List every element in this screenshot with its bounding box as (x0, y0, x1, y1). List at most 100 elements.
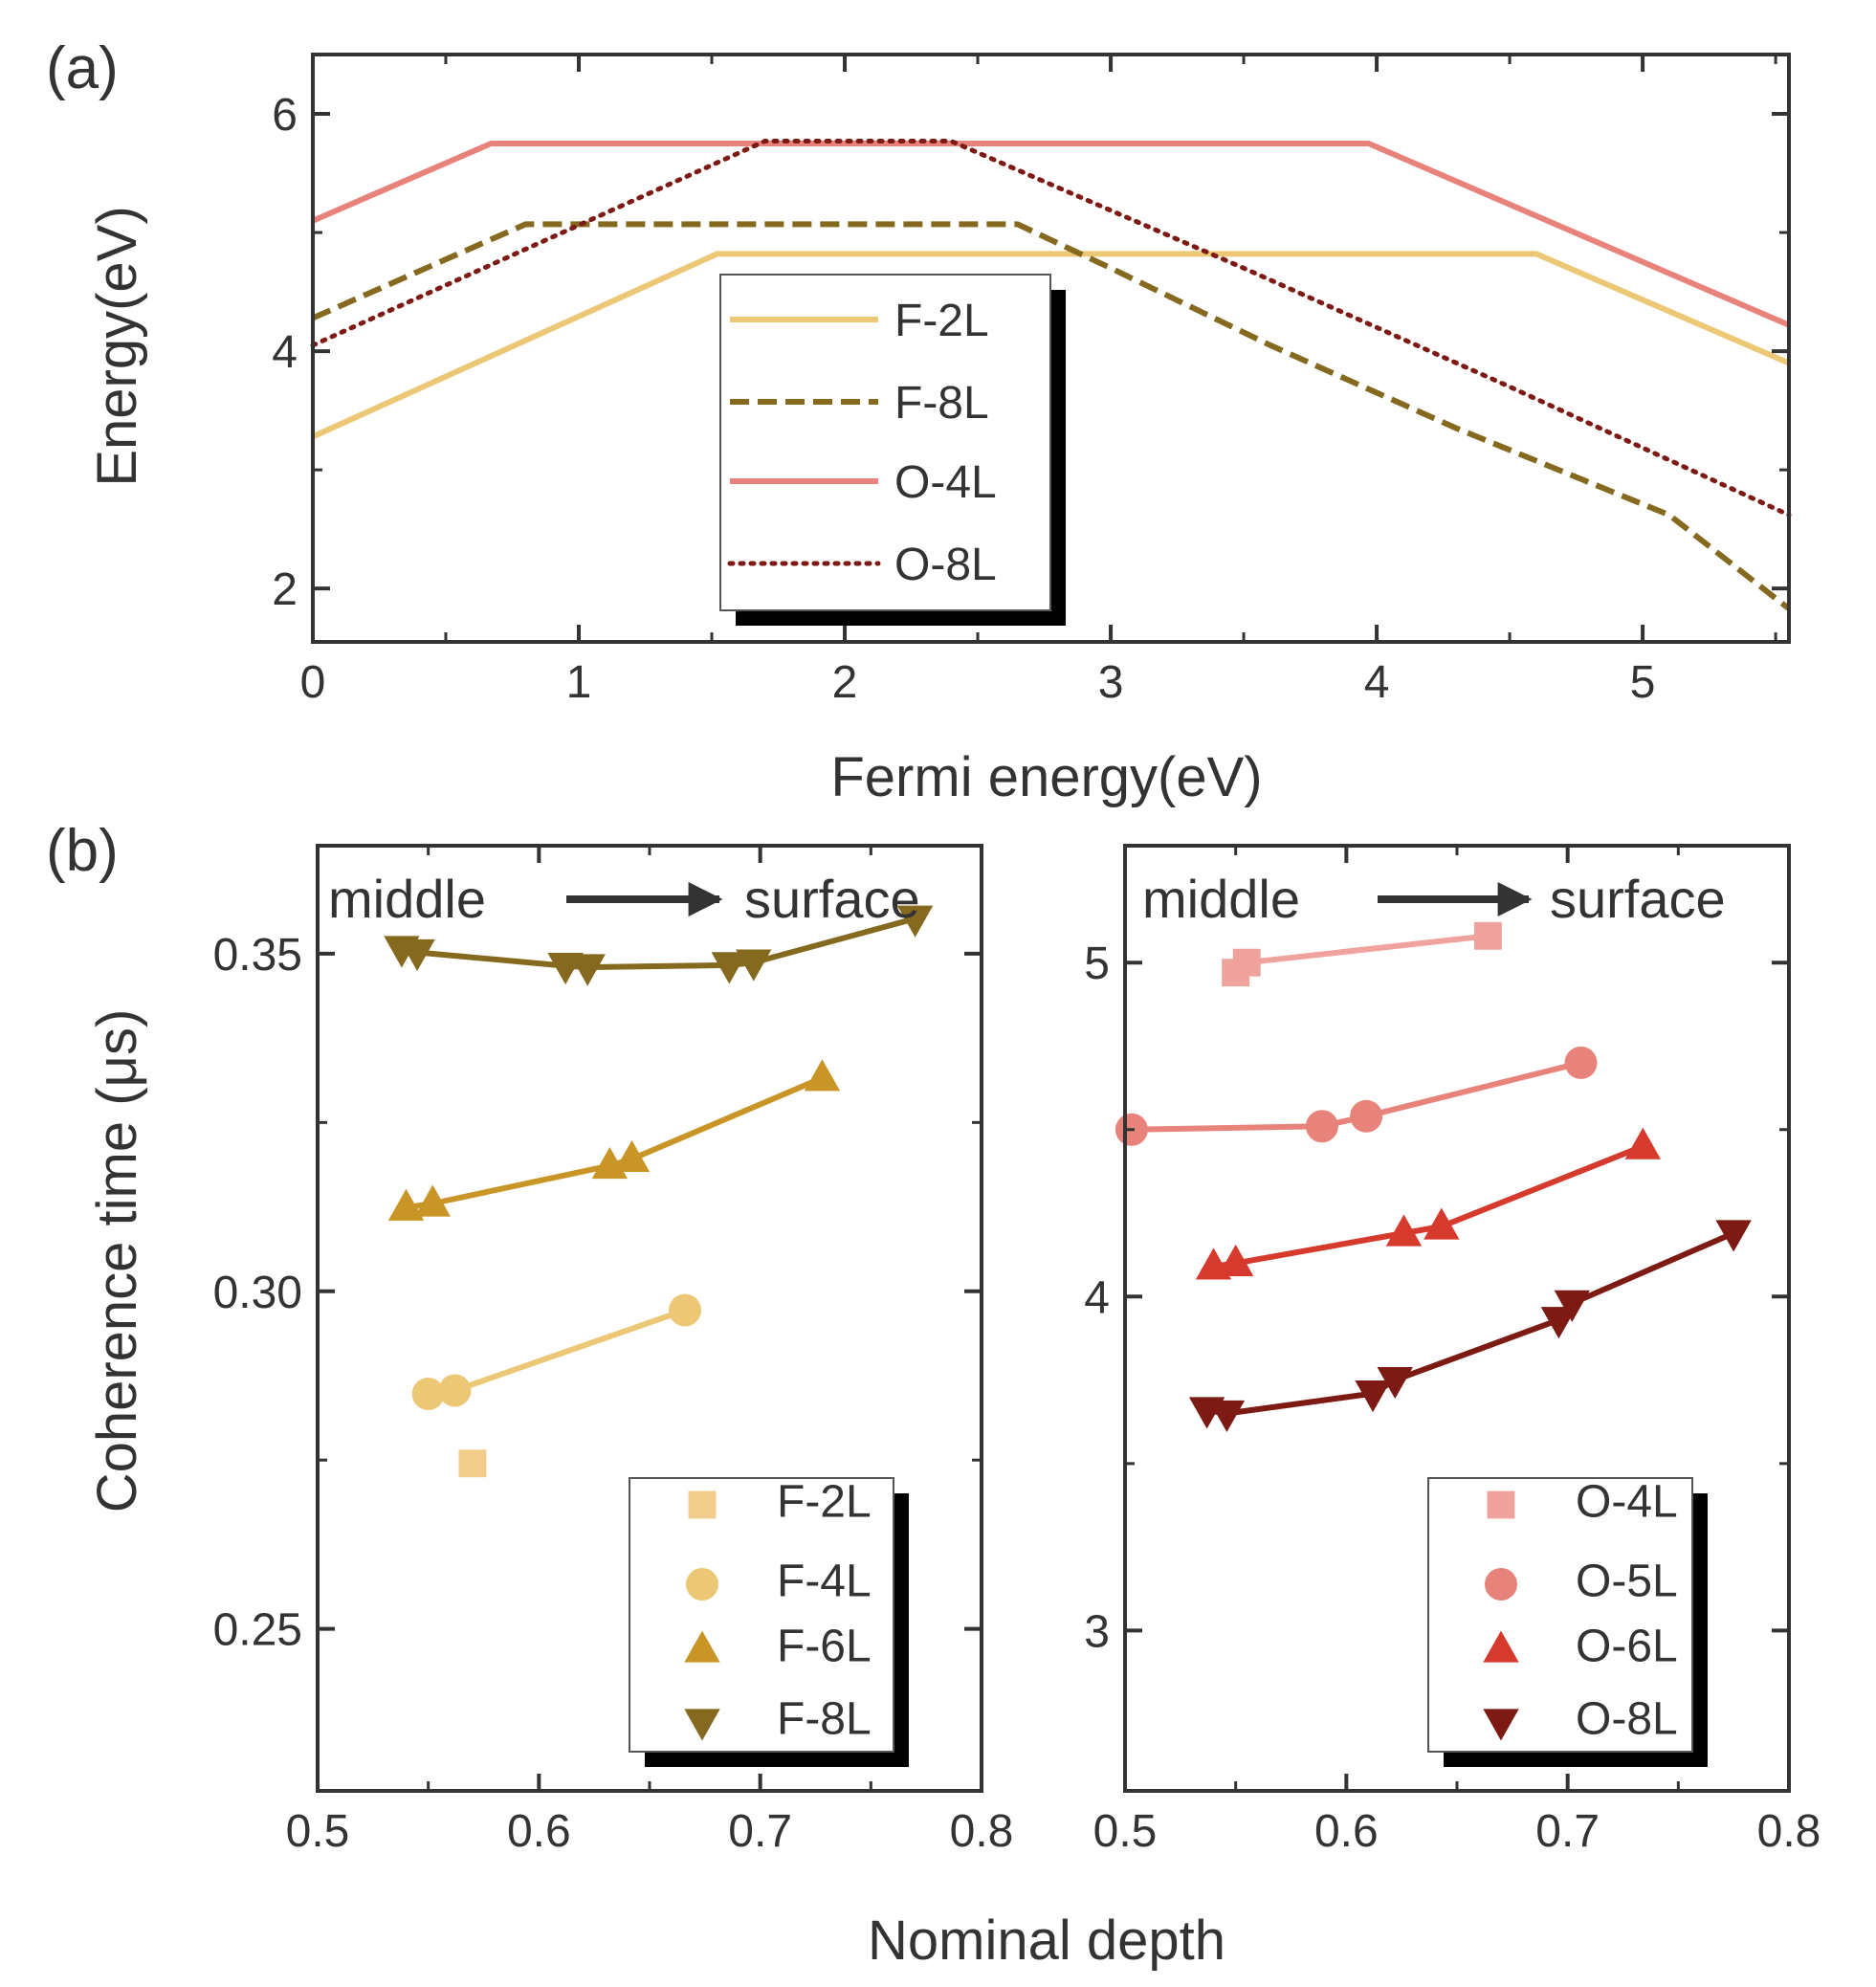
panel-b-left-series-f-4l-point (438, 1374, 472, 1407)
panel-b-left-series-f-8l-point (896, 905, 934, 938)
legend-b-f2l-label: F-2L (777, 1477, 872, 1528)
panel-b-right-x-tick-label: 0.6 (1314, 1806, 1379, 1857)
legend-b-f6l-label: F-6L (777, 1622, 872, 1672)
panel-a-series-f-2l-line (311, 251, 1791, 440)
panel-b-left-series-f-6l-point (804, 1059, 841, 1092)
panel-a-x-tick-label: 4 (1364, 657, 1390, 708)
legend-b-o4l-label: O-4L (1576, 1477, 1678, 1528)
annotation-surface-left: surface (744, 869, 920, 929)
legend-f-6l-marker (684, 1630, 720, 1663)
panel-b-right-series-o-8l-point (1355, 1380, 1391, 1413)
legend-b-f8l-label: F-8L (777, 1694, 872, 1745)
panel-b-left-y-tick-label: 0.30 (213, 1268, 302, 1318)
panel-b-right-series-o-4l-point (1473, 921, 1502, 950)
panel-b-right-series-o-6l-point (1217, 1244, 1254, 1276)
legend-b-o6l-label: O-6L (1576, 1622, 1678, 1672)
legend-o-4l-marker (1487, 1490, 1515, 1519)
panel-b-right-series-group (1115, 921, 1752, 1433)
panel-b-right-y-tick-label: 5 (1084, 938, 1110, 989)
panel-b-right-series-o-5l-point (1564, 1046, 1598, 1079)
legend-f-8l-marker (684, 1709, 720, 1741)
panel-b-left-series-f-6l-point (387, 1188, 425, 1221)
panel-b-right-series-o-4l-line (1233, 933, 1489, 975)
legend-b-o5l-label: O-5L (1576, 1556, 1678, 1607)
panel-b-right-legend-markers (1483, 1490, 1519, 1741)
panel-b-right-series-o-8l-line (1206, 1230, 1735, 1417)
panel-b-right-series-o-5l-point (1305, 1110, 1338, 1143)
panel-a-y-axis-title: Energy(eV) (86, 206, 148, 486)
panel-b-right-series-o-8l-point (1715, 1220, 1752, 1252)
legend-a-o8l-label: O-8L (894, 540, 997, 590)
panel-a-x-tick-label: 5 (1630, 657, 1656, 708)
legend-b-o8l-label: O-8L (1576, 1694, 1678, 1745)
panel-b-left-series-f-6l-point (613, 1139, 651, 1173)
panel-a-y-tick-label: 2 (272, 564, 298, 615)
panel-a-y-tick-label: 4 (272, 327, 298, 378)
panel-b-left-series-f-8l-point (399, 938, 435, 972)
legend-o-5l-marker (1485, 1568, 1517, 1601)
panel-a-x-tick-label: 1 (566, 657, 592, 708)
panel-b-left-series-f-6l-line (406, 1075, 824, 1211)
panel-b-right-y-tick-label: 4 (1084, 1272, 1110, 1323)
panel-a-plot-frame (311, 53, 1791, 644)
panel-b-left-series-f-6l-point (414, 1184, 451, 1217)
panel-b-right-x-tick-label: 0.8 (1757, 1806, 1821, 1857)
panel-b-right-series-o-8l-point (1208, 1400, 1246, 1433)
annotation-middle-right: middle (1142, 869, 1300, 929)
panel-b-right: 0.5 0.6 0.7 0.8 3 4 5 middle surface O-4L O-5L… (1084, 844, 1821, 1857)
legend-o-8l-marker (1483, 1709, 1519, 1741)
panel-b-right-series-o-5l-point (1350, 1099, 1383, 1133)
panel-b-right-series-o-6l-point (1424, 1207, 1460, 1240)
panel-b-label: (b) (46, 818, 119, 884)
panel-b-right-annotation: middle surface (1142, 869, 1726, 929)
panel-a-legend: F-2L F-8L O-4L O-8L (719, 274, 1066, 626)
panel-b-left-series-f-4l-point (669, 1293, 702, 1327)
panel-a-x-axis-title: Fermi energy(eV) (830, 746, 1262, 808)
panel-a-label: (a) (46, 35, 119, 101)
panel-b-right-legend: O-4L O-5L O-6L O-8L (1427, 1477, 1708, 1767)
annotation-surface-right: surface (1550, 869, 1726, 929)
panel-b-left: 0.5 0.6 0.7 0.80.250.300.35 middle surface … (213, 844, 1014, 1857)
panel-a-x-tick-label: 3 (1098, 657, 1124, 708)
panel-b-left-legend-markers (684, 1490, 720, 1741)
panel-b-right-x-tick-label: 0.5 (1093, 1806, 1158, 1857)
panel-b-left-series-group (384, 905, 934, 1478)
panel-b-right-series-o-6l-line (1213, 1143, 1644, 1269)
panel-b-right-x-tick-label: 0.7 (1535, 1806, 1600, 1857)
panel-b-right-series-o-4l-point (1232, 948, 1261, 977)
panel-a-series-group (310, 139, 1792, 611)
annotation-middle-left: middle (328, 869, 486, 929)
panel-a: (a) 0 1 2 3 4 5 2 4 6 Fermi energy(eV) Energy(eV… (46, 35, 1792, 808)
panel-b-right-series-o-6l-point (1624, 1127, 1662, 1159)
legend-b-f4l-label: F-4L (777, 1556, 872, 1607)
panel-b-left-annotation: middle surface (328, 869, 920, 929)
panel-b-y-axis-title: Coherence time (μs) (86, 1009, 148, 1513)
panel-b-left-series-f-8l-point (736, 949, 772, 982)
panel-a-x-tick-label: 0 (300, 657, 326, 708)
panel-b-left-legend: F-2L F-4L F-6L F-8L (629, 1477, 909, 1767)
panel-b-left-ticks: 0.5 0.6 0.7 0.8 0.25 0.30 0.35 (213, 846, 1014, 1857)
panel-b-right-series-o-8l-point (1377, 1366, 1413, 1400)
panel-b-right-series-o-8l-point (1540, 1307, 1578, 1339)
panel-a-series-o-8l-line (310, 139, 1792, 518)
panel-a-x-tick-label: 2 (832, 657, 858, 708)
panel-b-x-axis-title: Nominal depth (868, 1910, 1225, 1972)
panel-b-right-y-tick-label: 3 (1084, 1606, 1110, 1657)
panel-a-series-o-4l-line (311, 141, 1791, 328)
panel-b-left-y-tick-label: 0.35 (213, 930, 302, 981)
panel-b-left-y-tick-label: 0.25 (213, 1605, 302, 1656)
legend-a-o4l-label: O-4L (894, 457, 997, 508)
legend-f-2l-marker (688, 1490, 717, 1519)
panel-b-left-series-f-8l-point (569, 954, 606, 986)
panel-b-left-x-tick-label: 0.7 (728, 1806, 792, 1857)
panel-a-ticks: 0 1 2 3 4 5 2 4 6 (272, 55, 1789, 708)
panel-b-left-x-tick-label: 0.8 (950, 1806, 1014, 1857)
panel-b-right-legend-box (1427, 1477, 1693, 1753)
panel-a-series-f-8l-line (311, 221, 1791, 611)
panel-a-legend-box (719, 274, 1051, 611)
legend-a-f2l-label: F-2L (894, 296, 989, 346)
legend-o-6l-marker (1483, 1630, 1519, 1663)
panel-b-left-legend-box (629, 1477, 894, 1753)
panel-b-left-series-f-8l-point (711, 952, 747, 984)
